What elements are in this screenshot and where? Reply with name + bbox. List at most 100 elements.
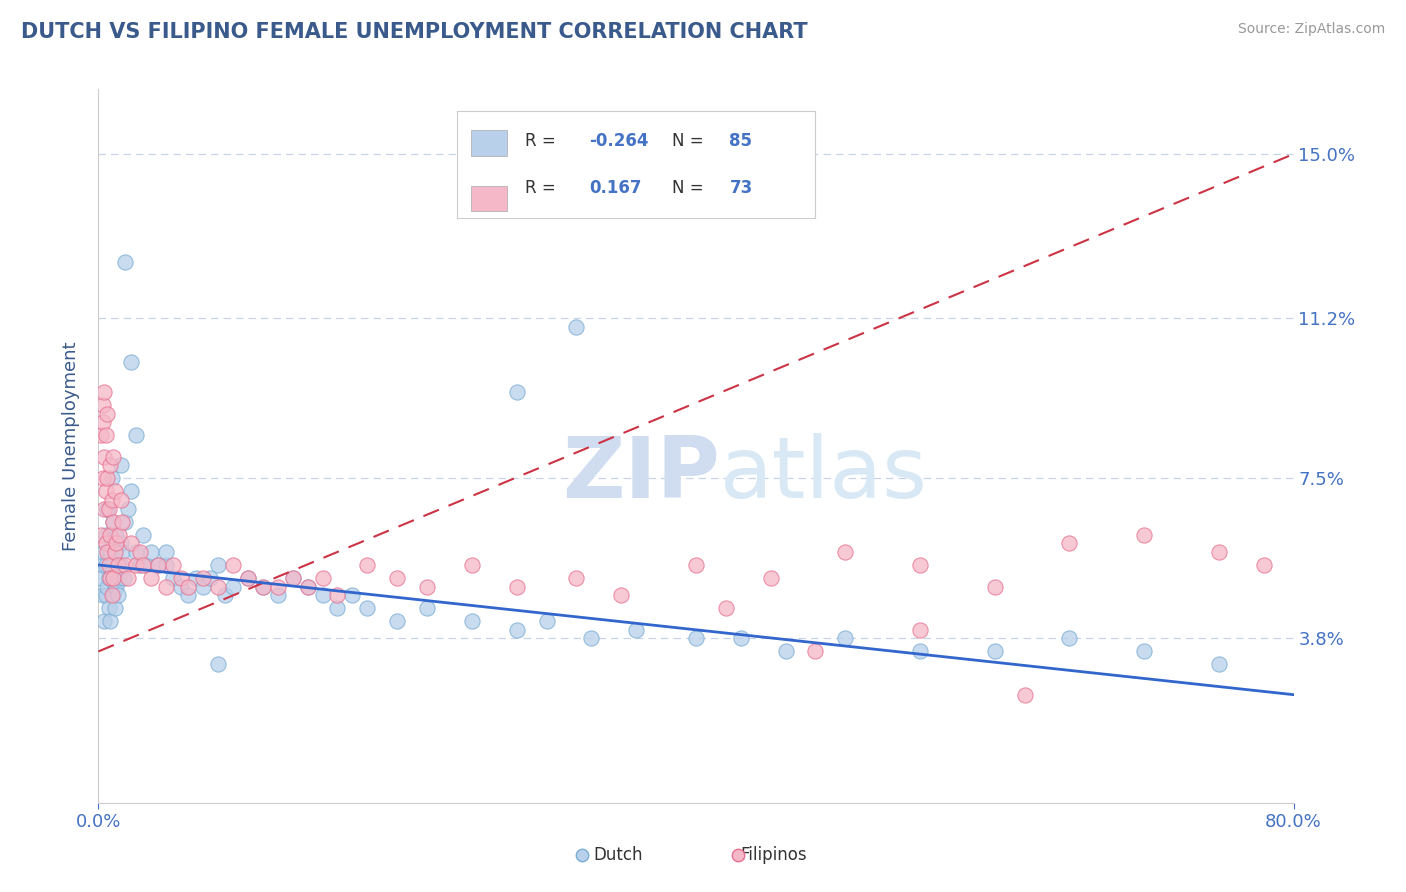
- Point: [416, 601, 439, 615]
- Point: [94, 527, 117, 541]
- Point: [267, 588, 290, 602]
- Point: [506, 580, 529, 594]
- Point: [1059, 536, 1081, 550]
- Point: [222, 580, 245, 594]
- Point: [98, 527, 122, 541]
- Point: [94, 428, 117, 442]
- Point: [169, 580, 191, 594]
- Point: [200, 571, 222, 585]
- Text: Source: ZipAtlas.com: Source: ZipAtlas.com: [1237, 22, 1385, 37]
- Point: [222, 558, 245, 572]
- Point: [129, 545, 152, 559]
- Point: [177, 580, 200, 594]
- Point: [98, 614, 122, 628]
- Point: [236, 571, 259, 585]
- Point: [177, 588, 200, 602]
- Point: [730, 632, 752, 646]
- Point: [461, 614, 484, 628]
- Point: [107, 558, 129, 572]
- Point: [103, 450, 125, 464]
- Point: [148, 558, 170, 572]
- Point: [1253, 558, 1275, 572]
- Point: [104, 601, 127, 615]
- Point: [804, 644, 827, 658]
- Point: [97, 571, 120, 585]
- Point: [103, 515, 125, 529]
- Point: [91, 415, 114, 429]
- Point: [120, 354, 142, 368]
- Point: [120, 484, 142, 499]
- Point: [342, 588, 364, 602]
- Point: [103, 515, 125, 529]
- Point: [311, 588, 333, 602]
- Point: [281, 571, 304, 585]
- Point: [129, 558, 152, 572]
- Point: [107, 588, 129, 602]
- Point: [96, 501, 118, 516]
- Point: [416, 580, 439, 594]
- Point: [1208, 545, 1230, 559]
- Point: [112, 571, 135, 585]
- Point: [93, 614, 115, 628]
- Point: [1208, 657, 1230, 672]
- Point: [90, 527, 112, 541]
- Point: [169, 571, 191, 585]
- Point: [714, 601, 737, 615]
- Point: [1133, 527, 1156, 541]
- Point: [385, 614, 409, 628]
- Point: [105, 580, 128, 594]
- Point: [111, 515, 134, 529]
- Point: [101, 536, 124, 550]
- Point: [111, 545, 134, 559]
- Point: [191, 580, 214, 594]
- Point: [97, 501, 120, 516]
- Point: [727, 847, 749, 862]
- Point: [125, 558, 148, 572]
- Point: [101, 588, 124, 602]
- Point: [252, 580, 274, 594]
- Point: [148, 558, 170, 572]
- Point: [565, 320, 588, 334]
- Point: [94, 484, 117, 499]
- Point: [385, 571, 409, 585]
- Point: [104, 545, 127, 559]
- Point: [93, 450, 115, 464]
- Point: [1133, 644, 1156, 658]
- Point: [191, 571, 214, 585]
- Point: [610, 588, 633, 602]
- Point: [110, 558, 132, 572]
- Point: [162, 571, 184, 585]
- Point: [155, 558, 177, 572]
- Point: [98, 571, 122, 585]
- Point: [103, 571, 125, 585]
- Point: [207, 657, 229, 672]
- Point: [565, 571, 588, 585]
- Point: [117, 571, 139, 585]
- Text: atlas: atlas: [720, 433, 928, 516]
- Point: [97, 601, 120, 615]
- Point: [908, 558, 931, 572]
- Point: [461, 558, 484, 572]
- Text: Dutch: Dutch: [593, 846, 643, 863]
- Text: ZIP: ZIP: [562, 433, 720, 516]
- Point: [96, 501, 118, 516]
- Point: [104, 580, 127, 594]
- Point: [252, 580, 274, 594]
- Point: [108, 527, 131, 541]
- Point: [96, 545, 118, 559]
- Point: [108, 571, 131, 585]
- Point: [506, 384, 529, 399]
- Point: [184, 571, 207, 585]
- Point: [114, 255, 136, 269]
- Point: [94, 558, 117, 572]
- Point: [356, 558, 378, 572]
- Point: [101, 493, 124, 508]
- Point: [685, 558, 707, 572]
- Point: [110, 493, 132, 508]
- Point: [775, 644, 797, 658]
- Point: [91, 558, 114, 572]
- Point: [110, 536, 132, 550]
- Point: [96, 471, 118, 485]
- Point: [96, 407, 118, 421]
- Point: [155, 545, 177, 559]
